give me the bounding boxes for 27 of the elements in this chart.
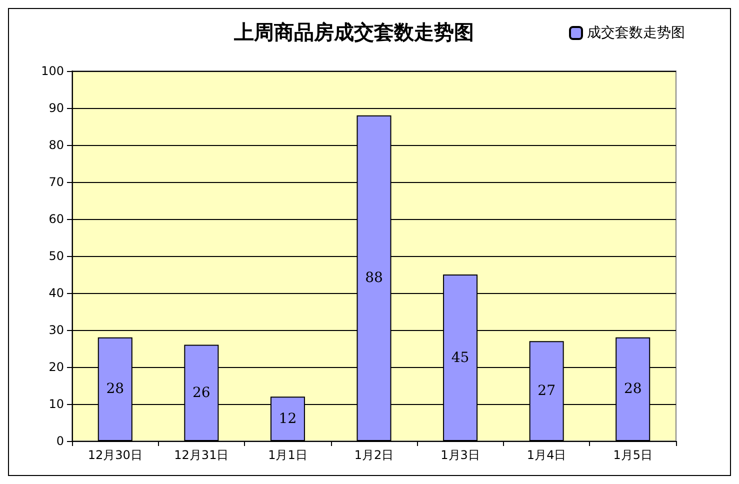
data-label: 12 bbox=[278, 410, 297, 427]
x-tick-label: 1月4日 bbox=[526, 448, 566, 462]
y-tick-label: 30 bbox=[48, 323, 64, 337]
y-tick-label: 50 bbox=[48, 249, 64, 263]
y-tick-label: 40 bbox=[48, 286, 64, 300]
x-tick-label: 1月5日 bbox=[613, 448, 652, 462]
x-tick-label: 1月1日 bbox=[268, 448, 308, 462]
data-label: 88 bbox=[365, 270, 383, 286]
data-label: 28 bbox=[106, 381, 124, 398]
legend-label: 成交套数走势图 bbox=[587, 25, 685, 41]
y-tick-label: 80 bbox=[48, 138, 64, 152]
data-label: 27 bbox=[538, 383, 556, 400]
data-label: 28 bbox=[624, 381, 642, 398]
x-tick-label: 12月30日 bbox=[88, 448, 142, 462]
x-tick-label: 1月3日 bbox=[440, 448, 480, 462]
y-tick-label: 10 bbox=[48, 397, 64, 411]
y-tick-label: 70 bbox=[48, 175, 64, 189]
x-tick-label: 1月2日 bbox=[354, 448, 394, 462]
chart-title: 上周商品房成交套数走势图 bbox=[233, 20, 474, 44]
y-tick-label: 90 bbox=[48, 101, 64, 115]
data-label: 45 bbox=[451, 350, 470, 366]
y-tick-label: 20 bbox=[48, 360, 64, 374]
y-tick-label: 60 bbox=[48, 212, 64, 226]
y-tick-label: 0 bbox=[56, 434, 64, 448]
x-tick-label: 12月31日 bbox=[174, 448, 229, 462]
y-tick-label: 100 bbox=[41, 64, 64, 78]
data-label: 26 bbox=[192, 384, 210, 401]
